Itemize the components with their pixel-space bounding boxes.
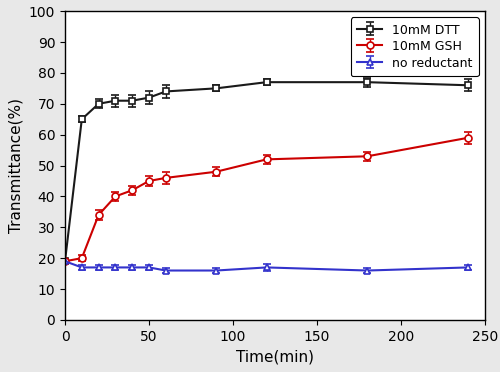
X-axis label: Time(min): Time(min) [236,349,314,364]
Legend: 10mM DTT, 10mM GSH, no reductant: 10mM DTT, 10mM GSH, no reductant [351,17,479,76]
Y-axis label: Transmittance(%): Transmittance(%) [8,98,24,233]
